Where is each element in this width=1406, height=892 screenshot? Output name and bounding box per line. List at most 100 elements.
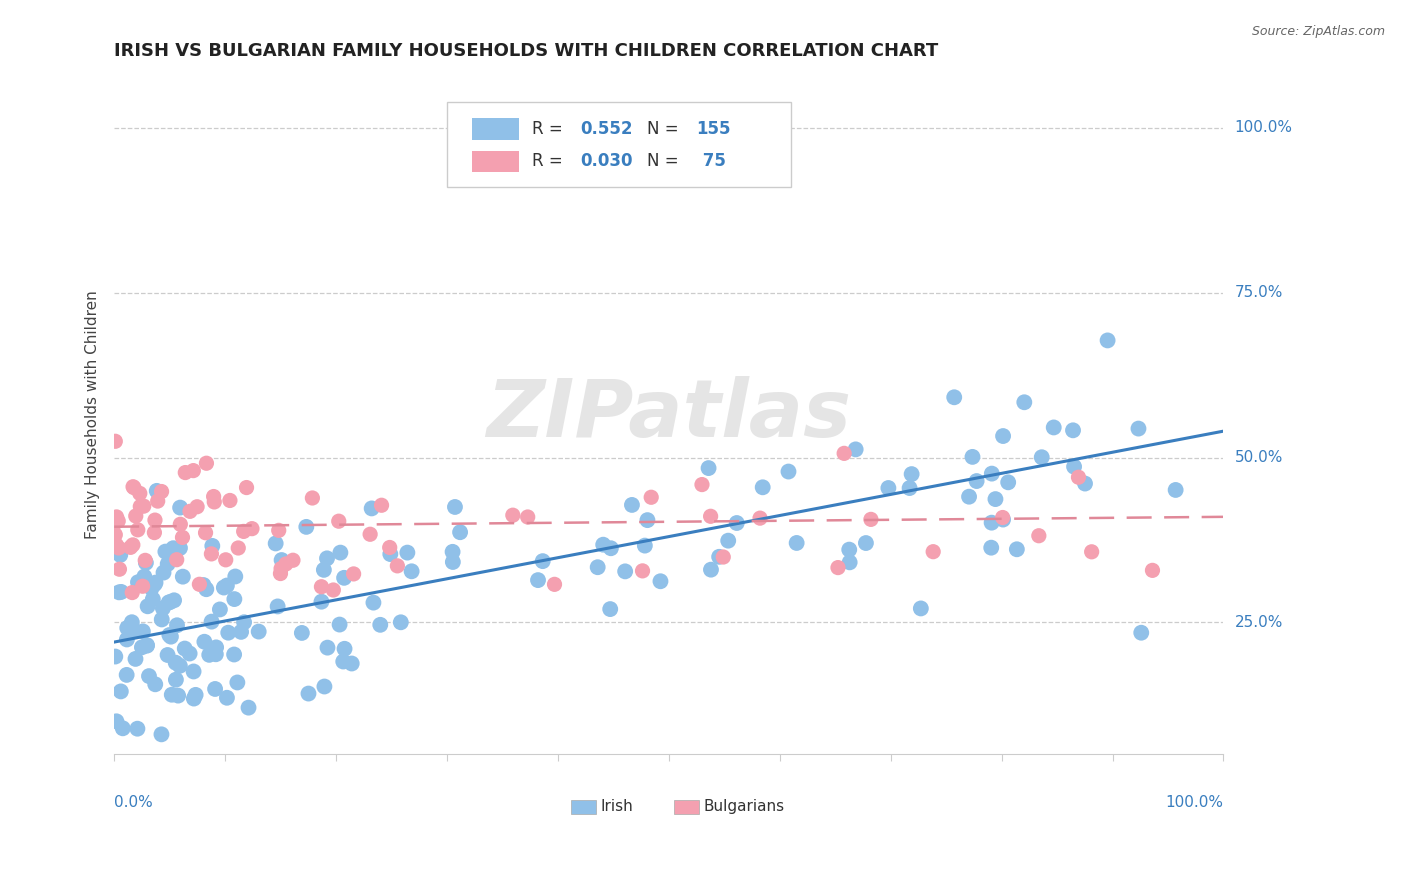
- Point: [360, 501, 382, 516]
- Point: [855, 536, 877, 550]
- Point: [163, 593, 186, 607]
- Point: [110, 585, 132, 599]
- Point: [725, 516, 748, 530]
- Point: [179, 504, 201, 518]
- Point: [195, 456, 218, 470]
- Point: [370, 498, 392, 512]
- Point: [1005, 542, 1028, 557]
- Point: [620, 498, 643, 512]
- Point: [169, 517, 191, 532]
- Point: [215, 578, 238, 592]
- Point: [707, 549, 730, 564]
- Point: [363, 596, 385, 610]
- Point: [129, 500, 152, 514]
- Point: [314, 680, 336, 694]
- Point: [105, 510, 128, 524]
- Text: IRISH VS BULGARIAN FAMILY HOUSEHOLDS WITH CHILDREN CORRELATION CHART: IRISH VS BULGARIAN FAMILY HOUSEHOLDS WIT…: [114, 42, 938, 60]
- Point: [166, 552, 188, 566]
- Text: 25.0%: 25.0%: [1234, 615, 1282, 630]
- Text: Source: ZipAtlas.com: Source: ZipAtlas.com: [1251, 25, 1385, 38]
- Point: [169, 541, 191, 555]
- Point: [134, 553, 156, 567]
- Point: [152, 566, 174, 580]
- Point: [991, 429, 1014, 443]
- Point: [127, 575, 149, 590]
- Point: [531, 554, 554, 568]
- Text: Bulgarians: Bulgarians: [703, 799, 785, 814]
- Point: [117, 621, 139, 635]
- Point: [697, 461, 720, 475]
- Point: [200, 615, 222, 629]
- Point: [699, 509, 721, 524]
- Point: [449, 525, 471, 540]
- Point: [205, 640, 228, 655]
- Point: [127, 722, 149, 736]
- Point: [751, 480, 773, 494]
- Text: 75.0%: 75.0%: [1234, 285, 1282, 301]
- Point: [172, 530, 194, 544]
- Point: [266, 599, 288, 614]
- Text: 75: 75: [696, 153, 725, 170]
- Text: 155: 155: [696, 120, 731, 138]
- Point: [159, 595, 181, 609]
- Point: [201, 539, 224, 553]
- Point: [270, 561, 292, 575]
- Point: [328, 514, 350, 528]
- Point: [267, 524, 290, 538]
- Point: [527, 573, 550, 587]
- Point: [122, 480, 145, 494]
- Point: [184, 688, 207, 702]
- Point: [195, 582, 218, 597]
- Point: [441, 555, 464, 569]
- Point: [832, 446, 855, 460]
- Point: [115, 632, 138, 647]
- Point: [104, 516, 127, 530]
- Bar: [571, 800, 596, 814]
- Point: [980, 541, 1002, 555]
- Text: R =: R =: [533, 153, 568, 170]
- Text: 0.0%: 0.0%: [114, 795, 153, 810]
- Point: [295, 520, 318, 534]
- Point: [599, 541, 621, 556]
- Point: [202, 495, 225, 509]
- Text: N =: N =: [647, 153, 683, 170]
- Point: [183, 665, 205, 679]
- Point: [142, 592, 165, 607]
- Point: [281, 553, 304, 567]
- Point: [274, 557, 297, 571]
- Point: [877, 481, 900, 495]
- Point: [984, 492, 1007, 507]
- Bar: [472, 151, 519, 172]
- Point: [838, 555, 860, 569]
- Point: [634, 539, 657, 553]
- Point: [291, 626, 314, 640]
- Point: [160, 688, 183, 702]
- Point: [131, 640, 153, 655]
- Point: [586, 560, 609, 574]
- Point: [104, 527, 127, 541]
- Point: [401, 564, 423, 578]
- Point: [111, 721, 134, 735]
- Point: [329, 546, 352, 560]
- Point: [198, 648, 221, 662]
- Point: [205, 647, 228, 661]
- Text: 0.552: 0.552: [581, 120, 633, 138]
- Point: [991, 510, 1014, 524]
- Point: [838, 542, 860, 557]
- Point: [152, 601, 174, 615]
- Point: [169, 658, 191, 673]
- Point: [240, 522, 263, 536]
- Point: [270, 553, 292, 567]
- Point: [134, 569, 156, 583]
- Point: [188, 577, 211, 591]
- Point: [174, 466, 197, 480]
- Point: [957, 490, 980, 504]
- Point: [717, 533, 740, 548]
- Point: [980, 516, 1002, 530]
- Point: [786, 536, 808, 550]
- Point: [229, 624, 252, 639]
- Text: R =: R =: [533, 120, 568, 138]
- Text: Irish: Irish: [600, 799, 633, 814]
- Point: [136, 638, 159, 652]
- Point: [700, 563, 723, 577]
